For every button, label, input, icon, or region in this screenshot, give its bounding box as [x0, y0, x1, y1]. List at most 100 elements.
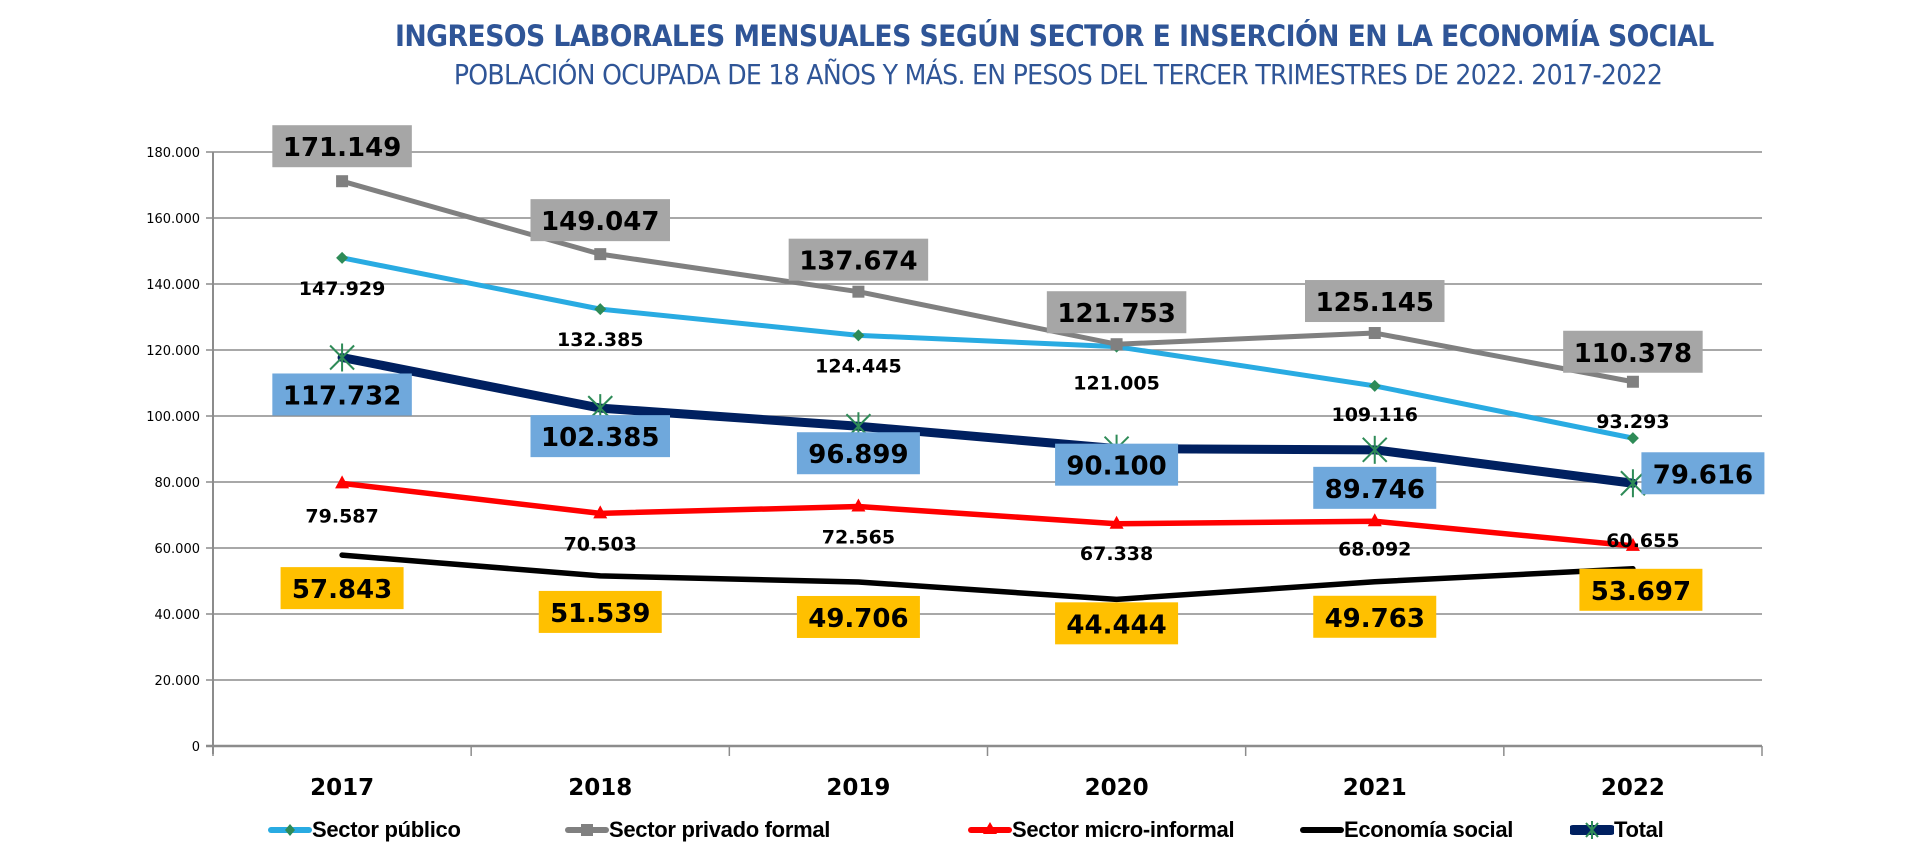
- data-label-publico: 121.005: [1073, 373, 1160, 395]
- data-label-text: 44.444: [1066, 610, 1166, 640]
- y-tick-label: 40.000: [155, 608, 201, 623]
- legend-marker-square: [581, 824, 593, 836]
- y-tick-label: 60.000: [155, 542, 201, 557]
- legend-label: Sector micro-informal: [1012, 817, 1235, 842]
- x-tick-label: 2021: [1343, 775, 1407, 801]
- legend-swatch-social: [1300, 827, 1344, 833]
- legend-marker-diamond: [285, 824, 295, 836]
- marker-star: [329, 343, 355, 372]
- legend-label: Economía social: [1344, 817, 1514, 842]
- data-label-box: [788, 238, 929, 281]
- data-label-text: 90.100: [1066, 452, 1166, 482]
- data-label-box: [530, 199, 670, 242]
- data-label-box: [1313, 466, 1437, 509]
- data-label-text: 171.149: [283, 133, 401, 163]
- y-tick-label: 120.000: [146, 344, 200, 359]
- data-label-box: [1641, 452, 1765, 495]
- data-label-total: 117.732: [272, 373, 412, 416]
- data-label-box: [1313, 595, 1437, 638]
- data-label-privado: 149.047: [530, 199, 670, 242]
- data-label-text: 51.539: [550, 599, 650, 629]
- data-label-text: 49.763: [1325, 604, 1425, 634]
- legend-item-total: Total: [1570, 815, 1664, 845]
- marker-square: [852, 285, 865, 298]
- data-label-privado: 121.753: [1046, 291, 1187, 334]
- series-line-total: [337, 352, 1638, 488]
- marker-diamond: [852, 329, 865, 342]
- data-label-total: 79.616: [1641, 452, 1765, 495]
- data-label-privado: 110.378: [1563, 330, 1703, 373]
- marker-triangle: [593, 505, 608, 519]
- marker-square: [1626, 375, 1639, 388]
- legend-label: Total: [1614, 817, 1664, 842]
- x-tick-label: 2017: [310, 775, 374, 801]
- y-tick-label: 140.000: [146, 278, 200, 293]
- marker-star: [1620, 469, 1646, 498]
- y-axis: 0 20.000 40.000 60.000 80.000 100.000 120.000 1…: [146, 146, 214, 755]
- marker-triangle: [1367, 513, 1382, 527]
- chart-title-block: INGRESOS LABORALES MENSUALES SEGÚN SECTO…: [0, 16, 1920, 94]
- series-lines: [337, 178, 1638, 603]
- y-tick-label: 20.000: [155, 674, 201, 689]
- data-label-publico: 147.929: [299, 278, 386, 300]
- data-label-privado: 137.674: [788, 238, 929, 281]
- legend-item-publico: Sector público: [268, 815, 461, 845]
- x-tick-label: 2022: [1601, 775, 1665, 801]
- data-label-text: 121.753: [1057, 299, 1175, 329]
- data-label-total: 96.899: [796, 432, 920, 475]
- marker-triangle: [1625, 537, 1640, 551]
- data-label-social: 44.444: [1055, 602, 1179, 645]
- data-label-box: [1055, 602, 1179, 645]
- legend: Sector público Sector privado formal Secto…: [0, 815, 1920, 845]
- data-label-text: 137.674: [799, 247, 917, 277]
- data-label-privado: 125.145: [1305, 280, 1445, 323]
- marker-triangle: [1109, 515, 1124, 529]
- data-label-text: 53.697: [1591, 577, 1691, 607]
- data-label-text: 79.616: [1653, 460, 1753, 490]
- legend-label: Sector privado formal: [609, 817, 831, 842]
- x-tick-label: 2019: [826, 775, 890, 801]
- data-label-text: 96.899: [808, 440, 908, 470]
- data-label-box: [1046, 291, 1187, 334]
- marker-diamond: [1626, 432, 1639, 445]
- marker-square: [1368, 327, 1381, 340]
- marker-triangle: [335, 475, 350, 489]
- data-label-box: [272, 373, 412, 416]
- data-label-box: [1563, 330, 1703, 373]
- data-label-text: 89.746: [1325, 475, 1425, 505]
- data-label-micro: 68.092: [1338, 538, 1411, 560]
- y-tick-label: 180.000: [146, 146, 200, 161]
- data-label-publico: 132.385: [557, 329, 644, 351]
- legend-marker-triangle: [983, 822, 997, 834]
- y-tick-label: 80.000: [155, 476, 201, 491]
- marker-square: [1110, 338, 1123, 351]
- data-label-box: [272, 125, 412, 168]
- data-label-social: 57.843: [280, 567, 404, 610]
- data-labels: 147.929 132.385 124.445 121.005 109.116 93.29…: [272, 125, 1765, 645]
- data-label-privado: 171.149: [272, 125, 412, 168]
- data-label-text: 102.385: [541, 423, 659, 453]
- marker-diamond: [1368, 379, 1381, 392]
- legend-swatch-total: [1570, 821, 1614, 839]
- data-label-text: 125.145: [1316, 288, 1434, 318]
- y-tick-label: 0: [192, 740, 200, 755]
- y-tick-label: 160.000: [146, 212, 200, 227]
- data-label-box: [1579, 568, 1703, 611]
- data-label-box: [796, 595, 920, 638]
- data-label-total: 90.100: [1055, 443, 1179, 486]
- legend-label: Sector público: [312, 817, 461, 842]
- data-label-box: [280, 567, 404, 610]
- data-label-text: 149.047: [541, 207, 659, 237]
- data-label-micro: 67.338: [1080, 543, 1153, 565]
- series-line-micro: [339, 480, 1636, 549]
- data-label-box: [1305, 280, 1445, 323]
- x-axis: 2017 2018 2019 2020 2021 2022: [212, 746, 1763, 801]
- data-label-social: 49.706: [796, 595, 920, 638]
- legend-item-micro: Sector micro-informal: [968, 815, 1235, 845]
- marker-triangle: [851, 498, 866, 512]
- legend-swatch-privado: [565, 824, 609, 836]
- data-label-text: 57.843: [292, 575, 392, 605]
- data-label-publico: 124.445: [815, 355, 902, 377]
- legend-swatch-micro: [968, 822, 1012, 834]
